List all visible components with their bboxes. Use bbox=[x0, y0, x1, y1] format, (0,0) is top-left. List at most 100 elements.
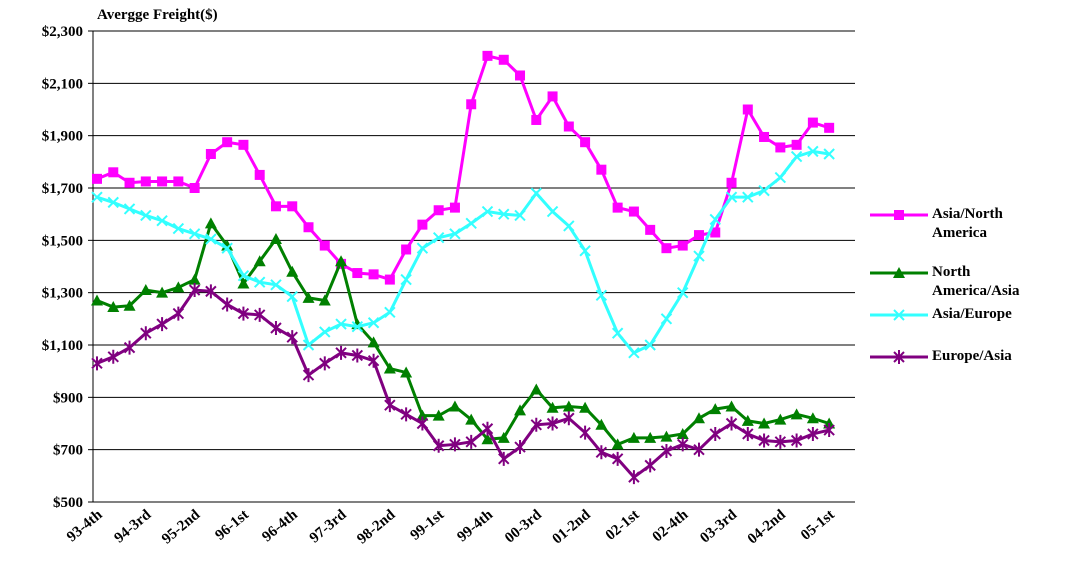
data-point bbox=[432, 409, 445, 421]
data-point bbox=[807, 145, 819, 158]
series-line bbox=[96, 149, 830, 355]
data-point bbox=[579, 245, 591, 257]
data-point bbox=[677, 286, 689, 299]
data-point bbox=[774, 413, 787, 425]
y-tick-label: $2,100 bbox=[42, 76, 83, 92]
x-tick-label: 96-1st bbox=[212, 507, 252, 544]
data-point bbox=[448, 400, 461, 412]
data-point bbox=[497, 431, 510, 443]
data-point bbox=[465, 413, 478, 425]
data-point bbox=[514, 440, 526, 455]
data-point bbox=[676, 427, 689, 439]
data-point bbox=[335, 345, 347, 360]
x-tick-label: 02-4th bbox=[650, 506, 692, 545]
data-point bbox=[302, 368, 315, 383]
data-point bbox=[725, 400, 738, 412]
data-point bbox=[677, 437, 689, 452]
legend-swatch bbox=[870, 210, 928, 220]
x-tick-label: 00-3rd bbox=[502, 506, 545, 546]
data-point bbox=[123, 340, 136, 355]
legend-marker bbox=[893, 309, 905, 321]
x-tick-label: 97-3rd bbox=[307, 506, 350, 546]
data-point bbox=[790, 408, 803, 420]
data-point bbox=[660, 430, 673, 442]
data-point bbox=[303, 222, 314, 233]
x-tick-label: 94-3rd bbox=[112, 506, 155, 546]
data-point bbox=[237, 269, 250, 282]
data-point bbox=[579, 425, 591, 440]
data-point bbox=[384, 306, 396, 318]
data-point bbox=[514, 404, 527, 416]
data-point bbox=[416, 409, 429, 421]
x-tick-label: 03-3rd bbox=[697, 506, 740, 546]
data-point bbox=[319, 356, 331, 371]
data-point bbox=[400, 407, 412, 422]
data-point bbox=[286, 265, 299, 277]
data-point bbox=[823, 148, 835, 160]
y-tick-label: $1,300 bbox=[42, 286, 83, 302]
legend-swatch bbox=[870, 350, 928, 364]
data-point bbox=[139, 284, 152, 296]
data-point bbox=[140, 209, 152, 222]
data-point bbox=[775, 142, 786, 153]
x-tick-label: 05-1st bbox=[798, 507, 838, 544]
data-point bbox=[530, 187, 542, 199]
data-point bbox=[644, 339, 656, 351]
data-point bbox=[531, 114, 542, 125]
data-point bbox=[173, 176, 184, 187]
data-point bbox=[140, 326, 152, 341]
y-tick-label: $500 bbox=[53, 495, 83, 511]
data-point bbox=[465, 434, 477, 449]
data-point bbox=[611, 438, 624, 450]
data-point bbox=[627, 431, 640, 443]
data-point bbox=[790, 433, 803, 448]
data-point bbox=[108, 167, 119, 178]
y-tick-label: $2,300 bbox=[42, 24, 83, 40]
data-point bbox=[709, 426, 721, 441]
series-line bbox=[96, 288, 830, 480]
data-point bbox=[156, 215, 168, 227]
data-point bbox=[172, 281, 185, 293]
data-point bbox=[612, 202, 623, 213]
x-tick-label: 99-4th bbox=[454, 506, 496, 545]
data-point bbox=[188, 273, 201, 285]
data-point bbox=[741, 414, 754, 426]
data-point bbox=[790, 150, 803, 163]
x-tick-label: 93-4th bbox=[64, 506, 106, 545]
data-point bbox=[644, 458, 656, 473]
y-tick-label: $1,900 bbox=[42, 129, 83, 145]
data-point bbox=[319, 326, 331, 338]
series-line bbox=[96, 219, 830, 447]
y-tick-label: $1,500 bbox=[42, 233, 83, 249]
data-point bbox=[123, 299, 136, 311]
data-point bbox=[595, 289, 608, 301]
data-point bbox=[807, 426, 819, 441]
data-point bbox=[270, 201, 281, 212]
legend-marker bbox=[893, 267, 905, 278]
data-point bbox=[595, 418, 608, 430]
data-point bbox=[221, 297, 233, 312]
data-point bbox=[693, 250, 705, 262]
data-point bbox=[189, 183, 200, 193]
data-point bbox=[759, 131, 770, 142]
data-point bbox=[530, 417, 542, 432]
data-point bbox=[563, 121, 574, 132]
data-point bbox=[91, 356, 103, 371]
data-point bbox=[823, 423, 835, 438]
data-point bbox=[481, 205, 494, 218]
data-point bbox=[611, 327, 624, 339]
legend-label: Europe/Asia bbox=[932, 348, 1012, 364]
legend-swatch bbox=[870, 267, 928, 278]
data-point bbox=[222, 137, 233, 148]
legend-label: North America/Asia bbox=[932, 264, 1020, 299]
data-point bbox=[563, 411, 575, 426]
data-point bbox=[742, 426, 754, 441]
data-point bbox=[692, 412, 705, 424]
data-point bbox=[107, 196, 119, 209]
data-point bbox=[107, 349, 119, 364]
data-point bbox=[563, 220, 575, 232]
data-point bbox=[270, 279, 282, 291]
data-point bbox=[774, 171, 787, 184]
data-point bbox=[172, 306, 185, 321]
data-point bbox=[351, 320, 364, 333]
